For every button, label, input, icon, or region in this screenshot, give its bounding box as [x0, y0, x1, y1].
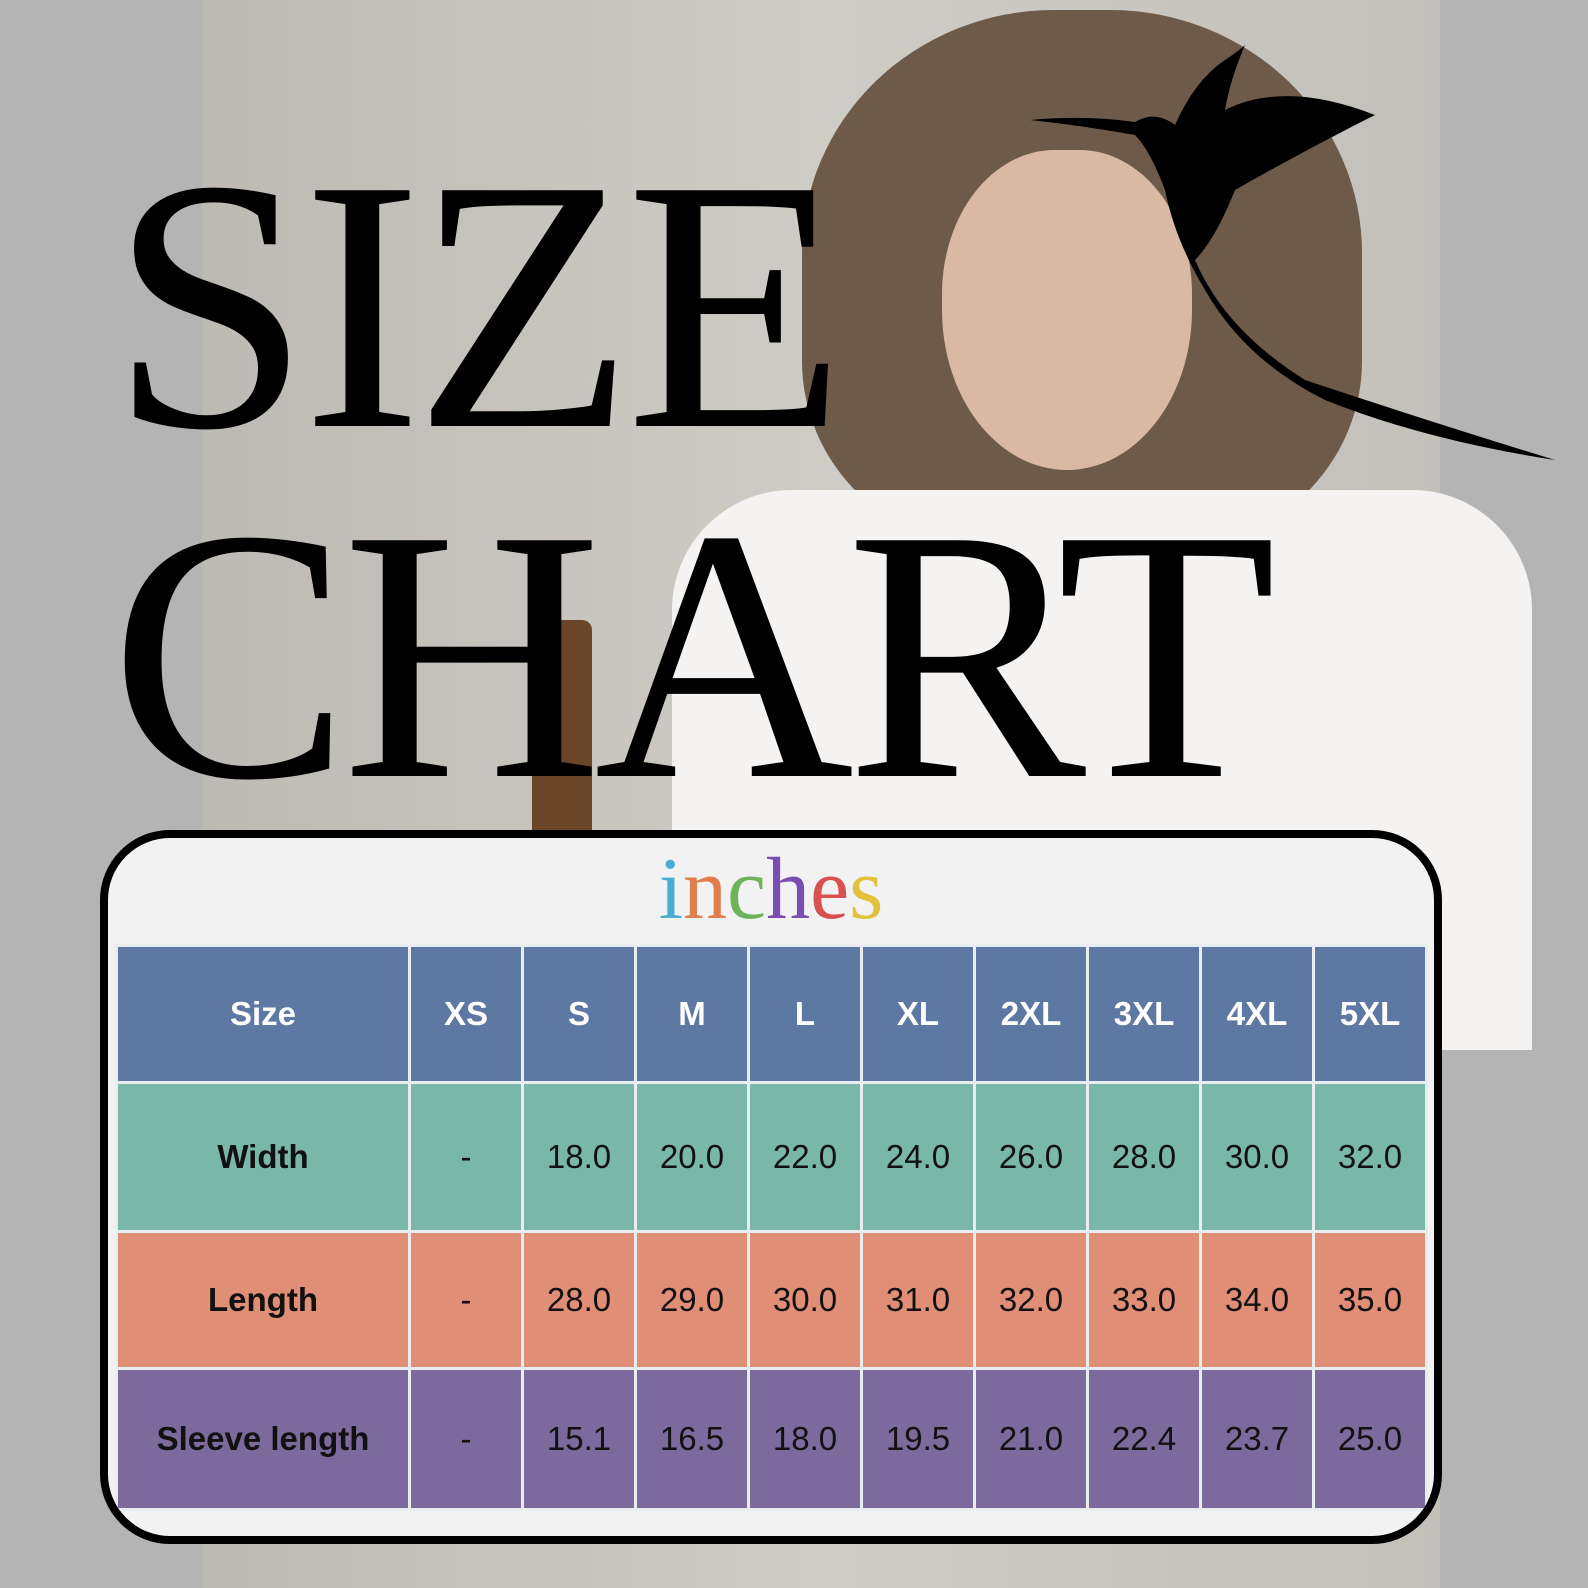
row-label: Length	[115, 1230, 411, 1370]
size-header: 2XL	[973, 944, 1089, 1084]
hummingbird-icon	[1030, 45, 1555, 460]
table-cell: 26.0	[973, 1081, 1089, 1233]
chair	[532, 620, 592, 840]
model-face	[942, 150, 1192, 470]
table-cell: 34.0	[1199, 1230, 1315, 1370]
table-cell: 23.7	[1199, 1367, 1315, 1511]
size-header: XS	[408, 944, 524, 1084]
table-header-row: Size XS S M L XL 2XL 3XL 4XL 5XL	[115, 944, 1428, 1084]
size-header: 5XL	[1312, 944, 1428, 1084]
unit-letter: h	[766, 841, 811, 938]
table-cell: 22.4	[1086, 1367, 1202, 1511]
table-cell: 18.0	[521, 1081, 637, 1233]
table-cell: 22.0	[747, 1081, 863, 1233]
table-row: Width -18.0 20.0 22.0 24.0 26.0 28.0 30.0 32.0	[115, 1081, 1428, 1233]
title-line-2: CHART	[110, 455, 1276, 854]
size-header: M	[634, 944, 750, 1084]
row-label: Sleeve length	[115, 1367, 411, 1511]
table-cell: 25.0	[1312, 1367, 1428, 1511]
title-line-1: SIZE	[110, 105, 846, 504]
size-table-panel: inches Size XS S M L XL 2XL 3XL 4XL 5XL …	[100, 830, 1442, 1544]
table-cell: 31.0	[860, 1230, 976, 1370]
table-cell: -	[408, 1367, 524, 1511]
unit-label: inches	[108, 844, 1434, 936]
table-cell: 32.0	[1312, 1081, 1428, 1233]
unit-letter: c	[727, 841, 767, 938]
table-cell: 32.0	[973, 1230, 1089, 1370]
table-cell: 30.0	[1199, 1081, 1315, 1233]
table-cell: 30.0	[747, 1230, 863, 1370]
size-header: S	[521, 944, 637, 1084]
unit-letter: i	[658, 841, 684, 938]
header-label: Size	[115, 944, 411, 1084]
unit-letter: e	[810, 841, 850, 938]
table-cell: -	[408, 1230, 524, 1370]
table-cell: 29.0	[634, 1230, 750, 1370]
size-header: 4XL	[1199, 944, 1315, 1084]
table-cell: 24.0	[860, 1081, 976, 1233]
table-cell: -	[408, 1081, 524, 1233]
table-cell: 21.0	[973, 1367, 1089, 1511]
size-header: L	[747, 944, 863, 1084]
table-cell: 16.5	[634, 1367, 750, 1511]
table-row: Sleeve length -15.1 16.5 18.0 19.5 21.0 22.4 23…	[115, 1367, 1428, 1511]
unit-letter: s	[849, 841, 884, 938]
size-header: XL	[860, 944, 976, 1084]
table-cell: 19.5	[860, 1367, 976, 1511]
unit-letter: n	[683, 841, 728, 938]
table-cell: 18.0	[747, 1367, 863, 1511]
table-cell: 33.0	[1086, 1230, 1202, 1370]
size-header: 3XL	[1086, 944, 1202, 1084]
table-cell: 28.0	[521, 1230, 637, 1370]
table-cell: 28.0	[1086, 1081, 1202, 1233]
row-label: Width	[115, 1081, 411, 1233]
table-cell: 20.0	[634, 1081, 750, 1233]
table-cell: 15.1	[521, 1367, 637, 1511]
size-table: Size XS S M L XL 2XL 3XL 4XL 5XL Width -1…	[115, 944, 1428, 1511]
table-row: Length -28.0 29.0 30.0 31.0 32.0 33.0 34.0 35.0	[115, 1230, 1428, 1370]
table-cell: 35.0	[1312, 1230, 1428, 1370]
